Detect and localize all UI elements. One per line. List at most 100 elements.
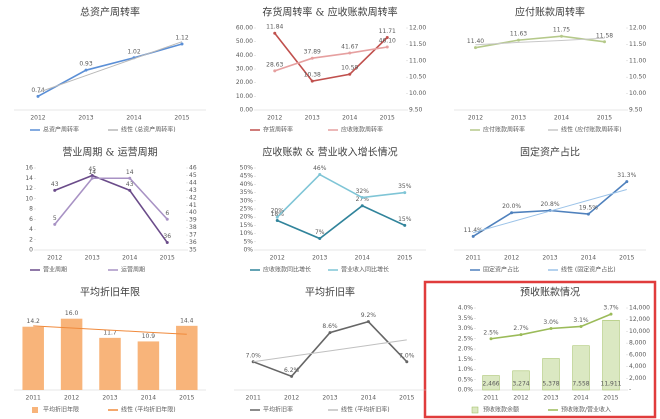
y2-tick-label: 45 [189,172,197,179]
y-tick-label: 4 [29,226,33,233]
y2-tick-label: 11.50 [629,41,646,48]
data-label: 15% [398,216,412,223]
y2-tick-label: 35 [189,247,197,254]
y-tick-label: 10% [240,230,254,237]
data-label: 7.0% [399,352,415,359]
data-label: 2.5% [483,329,499,336]
data-label: 14.2 [27,318,41,325]
data-label: 11,911 [601,381,622,388]
y2-tick-label: 38 [189,224,197,231]
chart-title: 应付账款周转率 [515,6,585,19]
point [36,94,40,98]
data-label: 3.0% [543,319,559,326]
legend-label: 平均折旧率 [263,406,293,414]
x-tick-label: 2014 [355,255,370,262]
y2-tick-label: 40 [189,209,197,216]
data-label: 2,466 [482,381,499,388]
y-tick-label: 25% [240,206,254,213]
data-label: 46% [313,165,327,172]
x-tick-label: 2012 [47,255,62,262]
y2-tick-label: 14,000 [629,305,650,312]
data-label: 37.89 [304,49,321,56]
y2-tick-label: 10.50 [629,74,646,81]
y-tick-label: 12 [25,185,33,192]
line [37,43,183,98]
y-tick-label: 30.00 [236,66,253,73]
data-label: 11.84 [266,24,283,31]
x-tick-label: 2013 [102,395,117,402]
y-tick-label: 20.00 [236,79,253,86]
x-tick-label: 2013 [78,115,93,122]
point [53,222,57,226]
data-label: 41.67 [341,44,358,51]
y2-tick-label: 10.00 [409,90,426,97]
point [165,241,169,245]
legend-label: 存货周转率 [263,126,293,134]
y2-tick-label: 12.00 [629,25,646,32]
point [360,204,364,208]
x-tick-label: 2015 [380,115,395,122]
y-tick-label: 40% [240,181,254,188]
x-tick-label: 2013 [511,115,526,122]
x-tick-label: 2013 [322,395,337,402]
y2-tick-label: 41 [189,202,197,209]
data-label: 10.59 [341,65,358,72]
x-tick-label: 2015 [597,115,612,122]
x-tick-label: 2012 [284,395,299,402]
x-tick-label: 2011 [26,395,41,402]
data-label: 11.4% [464,227,483,234]
point [273,31,277,35]
y-tick-label: 0.0% [458,387,474,394]
legend-label: 预收账款/营业收入 [561,406,611,414]
data-label: 11.58 [596,32,613,39]
bar [482,375,500,391]
x-tick-label: 2012 [64,395,79,402]
data-label: 7.0% [246,352,262,359]
x-tick-label: 2015 [397,255,412,262]
y2-tick-label: 10.50 [409,74,426,81]
data-label: 19.5% [579,205,598,212]
y-tick-label: 10.00 [236,93,253,100]
point [360,196,364,200]
point [609,312,613,316]
data-label: 2.7% [513,325,529,332]
data-label: 11.71 [379,28,396,35]
point [165,217,169,221]
chart-title: 总资产周转率 [80,6,140,19]
data-label: 6.2% [284,367,300,374]
y2-tick-label: 9.50 [409,107,423,114]
point [403,223,407,227]
x-tick-label: 2014 [573,395,588,402]
data-label: 11.40 [467,38,484,45]
point [90,176,94,180]
y-tick-label: 14 [25,175,33,182]
y2-tick-label: 11.00 [409,57,426,64]
legend-swatch [32,407,38,413]
data-label: 0.74 [31,87,45,94]
trend-line [37,41,183,93]
y-tick-label: 35% [240,189,254,196]
x-tick-label: 2012 [504,255,519,262]
x-tick-label: 2013 [85,255,100,262]
x-tick-label: 2012 [468,115,483,122]
data-label: 9.2% [361,312,377,319]
chart-title: 应收账款 & 营业收入增长情况 [262,146,397,159]
y2-tick-label: 42 [189,194,197,201]
point [275,215,279,219]
data-label: 10.9 [142,333,156,340]
y-tick-label: 40.00 [236,52,253,59]
data-label: 5,378 [542,381,559,388]
y-tick-label: 6 [29,216,33,223]
point [90,173,94,177]
point [510,211,514,215]
data-label: 5 [53,215,57,222]
data-label: 28.63 [266,61,283,68]
x-tick-label: 2014 [581,255,596,262]
y2-tick-label: 37 [189,232,197,239]
bar [176,325,198,390]
y-tick-label: 16 [25,165,33,172]
data-label: 3.1% [573,317,589,324]
point [290,374,294,378]
y-tick-label: 4.0% [458,305,474,312]
data-label: 7% [315,229,325,236]
